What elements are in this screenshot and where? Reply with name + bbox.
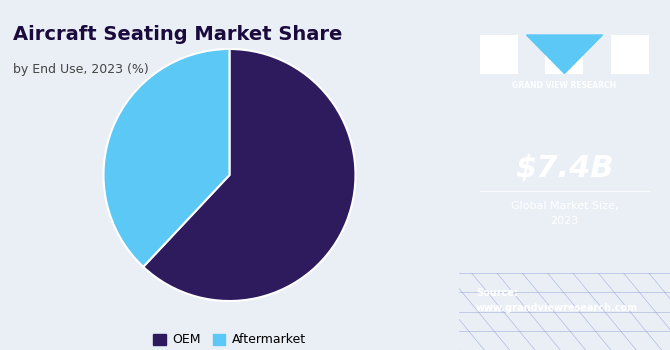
Text: GRAND VIEW RESEARCH: GRAND VIEW RESEARCH [513,81,616,90]
FancyBboxPatch shape [545,35,584,74]
Text: $7.4B: $7.4B [515,154,614,182]
Wedge shape [143,49,356,301]
Text: by End Use, 2023 (%): by End Use, 2023 (%) [13,63,149,76]
Text: Global Market Size,
2023: Global Market Size, 2023 [511,201,618,226]
Text: Source:
www.grandviewresearch.com: Source: www.grandviewresearch.com [476,288,638,313]
FancyBboxPatch shape [611,35,649,74]
Text: Aircraft Seating Market Share: Aircraft Seating Market Share [13,25,343,43]
Wedge shape [103,49,230,267]
Legend: OEM, Aftermarket: OEM, Aftermarket [148,328,311,350]
Polygon shape [527,35,602,74]
FancyBboxPatch shape [480,35,518,74]
